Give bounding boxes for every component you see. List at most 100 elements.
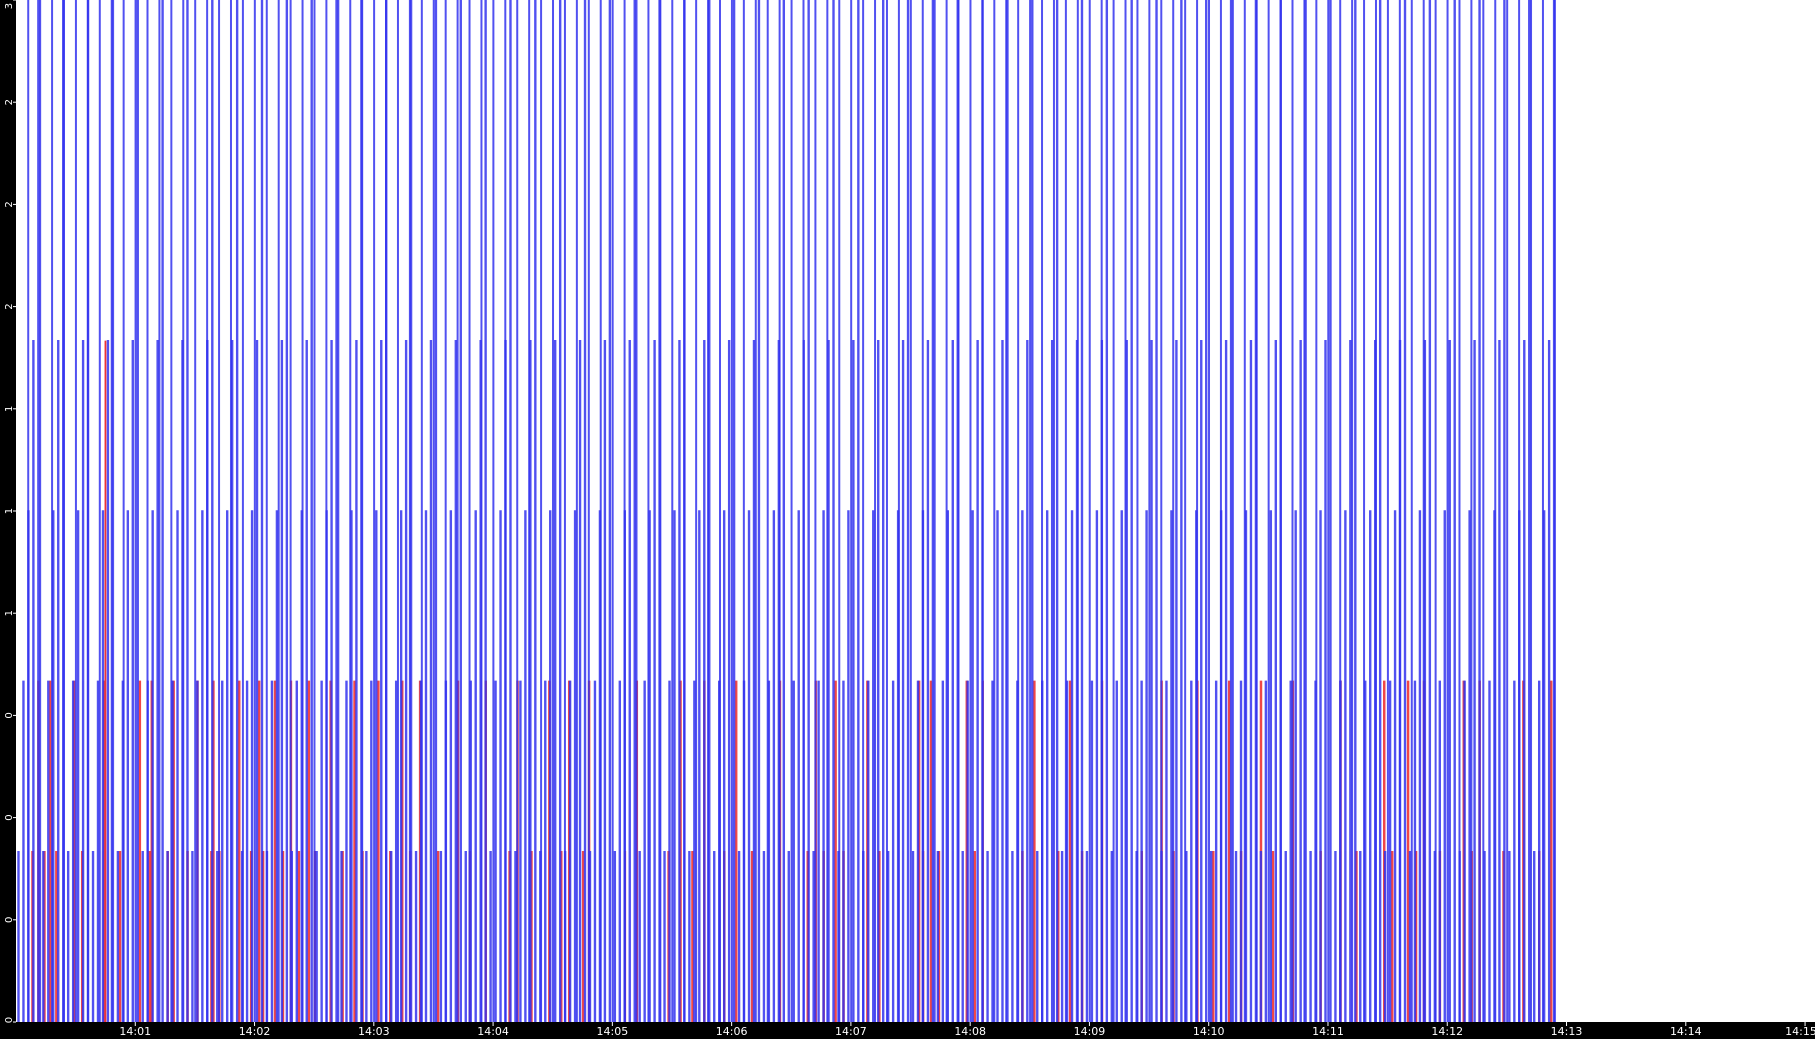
blue-pulse	[106, 339, 110, 1022]
blue-tall-pulse	[1231, 0, 1234, 1022]
blue-tall-pulse	[504, 0, 507, 1022]
blue-pulse	[663, 850, 666, 1022]
blue-pulse	[320, 680, 323, 1022]
blue-pulse	[1533, 850, 1536, 1022]
blue-pulse	[141, 850, 144, 1022]
x-tick-label: 14:12	[1431, 1025, 1463, 1038]
blue-tall-pulse	[420, 0, 423, 1022]
blue-pulse	[787, 850, 790, 1022]
blue-tall-pulse	[86, 0, 89, 1022]
blue-tall-pulse	[27, 0, 30, 1022]
y-tick-label: 0	[4, 917, 15, 923]
blue-pulse	[603, 339, 607, 1022]
blue-tall-pulse	[229, 0, 232, 1022]
blue-pulse	[1547, 339, 1551, 1022]
blue-pulse	[37, 0, 40, 1022]
blue-tall-pulse	[862, 0, 865, 1022]
blue-pulse	[1378, 0, 1382, 1022]
blue-tall-pulse	[766, 0, 769, 1022]
blue-tall-pulse	[1267, 0, 1270, 1022]
blue-tall-pulse	[552, 0, 555, 1022]
blue-pulse	[1239, 680, 1243, 1022]
blue-tall-pulse	[1351, 0, 1354, 1022]
blue-tall-pulse	[540, 0, 543, 1022]
blue-pulse	[961, 850, 964, 1022]
blue-pulse	[1115, 680, 1118, 1022]
blue-pulse	[116, 850, 120, 1022]
red-pulse	[1271, 851, 1275, 1022]
blue-pulse	[1508, 850, 1511, 1022]
blue-pulse	[1170, 510, 1173, 1022]
blue-tall-pulse	[385, 0, 388, 1022]
red-pulse	[929, 680, 933, 1022]
blue-pulse	[459, 0, 462, 1022]
blue-tall-pulse	[850, 0, 853, 1022]
x-tick-label: 14:11	[1312, 1025, 1344, 1038]
blue-tall-pulse	[456, 0, 459, 1022]
blue-pulse	[991, 680, 994, 1022]
blue-pulse	[1031, 0, 1034, 1022]
blue-tall-pulse	[1005, 0, 1008, 1022]
series-blue-group	[17, 0, 1556, 1022]
blue-tall-pulse	[1124, 0, 1127, 1022]
blue-pulse	[747, 510, 751, 1022]
blue-pulse	[817, 680, 820, 1022]
y-tick-label: 1	[4, 406, 15, 412]
blue-pulse	[101, 510, 105, 1022]
blue-tall-pulse	[1100, 0, 1103, 1022]
blue-pulse	[76, 510, 80, 1022]
red-pulse	[691, 851, 694, 1022]
blue-pulse	[628, 339, 631, 1022]
red-pulse	[734, 680, 738, 1022]
blue-pulse	[260, 0, 264, 1022]
red-pulse	[1033, 680, 1036, 1022]
x-tick-label: 14:02	[239, 1025, 271, 1038]
blue-pulse	[1055, 0, 1059, 1022]
blue-pulse	[414, 850, 418, 1022]
blue-pulse	[891, 680, 895, 1022]
blue-tall-pulse	[1327, 0, 1330, 1022]
blue-pulse	[1045, 510, 1049, 1022]
red-pulse	[973, 851, 976, 1022]
blue-pulse	[1329, 0, 1332, 1022]
blue-tall-pulse	[921, 0, 924, 1022]
blue-pulse	[1095, 510, 1099, 1022]
blue-tall-pulse	[1029, 0, 1032, 1022]
blue-tall-pulse	[408, 0, 411, 1022]
blue-pulse	[1229, 0, 1233, 1022]
blue-tall-pulse	[194, 0, 197, 1022]
blue-pulse	[976, 339, 979, 1022]
blue-pulse	[762, 850, 766, 1022]
blue-tall-pulse	[1410, 0, 1413, 1022]
blue-pulse	[549, 510, 552, 1022]
blue-pulse	[1036, 850, 1039, 1022]
blue-pulse	[1070, 510, 1074, 1022]
blue-tall-pulse	[182, 0, 185, 1022]
blue-pulse	[1214, 680, 1218, 1022]
blue-tall-pulse	[933, 0, 936, 1022]
blue-tall-pulse	[1303, 0, 1306, 1022]
blue-pulse	[1259, 850, 1263, 1022]
red-pulse	[436, 851, 440, 1022]
blue-pulse	[315, 850, 318, 1022]
blue-pulse	[1130, 0, 1133, 1022]
y-axis-bar	[0, 0, 16, 1039]
blue-pulse	[618, 680, 622, 1022]
blue-pulse	[1021, 510, 1024, 1022]
blue-tall-pulse	[981, 0, 984, 1022]
blue-tall-pulse	[301, 0, 304, 1022]
blue-pulse	[1523, 339, 1526, 1022]
blue-pulse	[986, 850, 989, 1022]
blue-pulse	[877, 339, 880, 1022]
blue-pulse	[757, 0, 761, 1022]
blue-pulse	[245, 680, 249, 1022]
blue-pulse	[166, 850, 169, 1022]
blue-tall-pulse	[897, 0, 900, 1022]
blue-tall-pulse	[1386, 0, 1389, 1022]
red-pulse	[118, 851, 122, 1022]
blue-pulse	[578, 339, 582, 1022]
blue-tall-pulse	[1017, 0, 1020, 1022]
blue-tall-pulse	[1136, 0, 1139, 1022]
blue-tall-pulse	[313, 0, 316, 1022]
